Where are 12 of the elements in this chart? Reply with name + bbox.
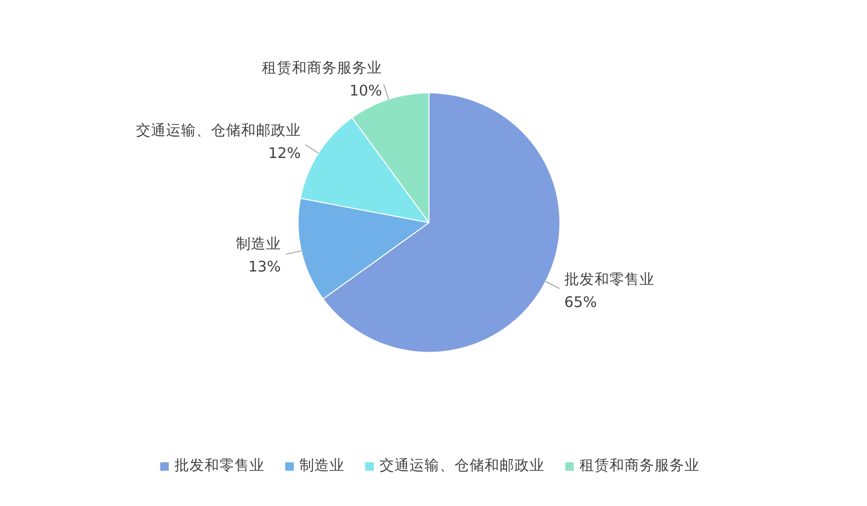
slice-label: 租赁和商务服务业 — [262, 60, 382, 77]
data-label: 12% — [268, 144, 301, 162]
slice-label: 制造业 — [236, 235, 281, 252]
slice-label: 批发和零售业 — [564, 270, 654, 288]
data-label: 10% — [350, 82, 382, 100]
legend-label: 制造业 — [300, 456, 344, 475]
data-label: 65% — [564, 294, 597, 311]
legend-label: 交通运输、仓储和邮政业 — [380, 456, 544, 475]
legend-label: 批发和零售业 — [174, 456, 264, 475]
legend-label: 租赁和商务服务业 — [580, 456, 700, 475]
data-label: 13% — [248, 258, 281, 276]
slice-label: 交通运输、仓储和邮政业 — [136, 122, 301, 140]
